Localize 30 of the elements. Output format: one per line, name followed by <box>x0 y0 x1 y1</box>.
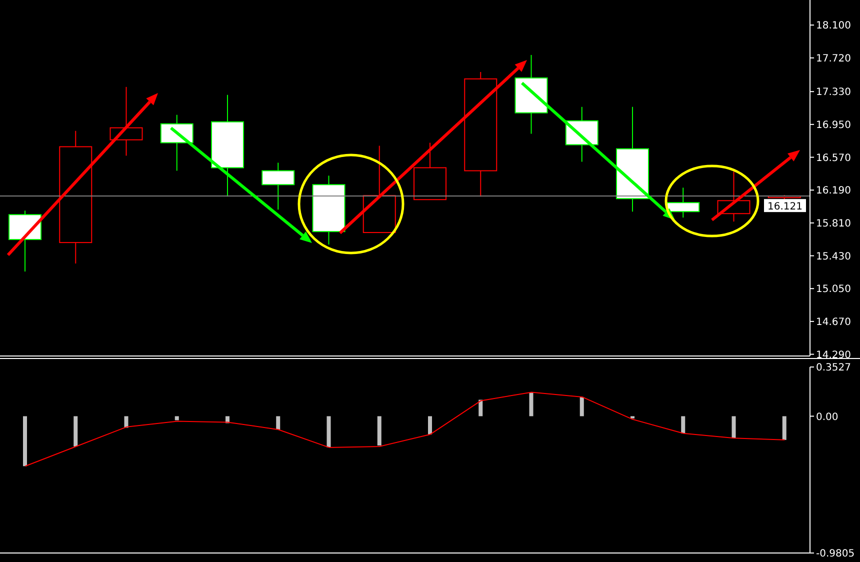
bar <box>326 416 331 448</box>
bar <box>428 416 432 434</box>
y-tick-label: 15.050 <box>816 284 851 296</box>
y-tick-label: 18.100 <box>816 20 851 32</box>
bar <box>74 416 78 446</box>
bar <box>174 416 179 420</box>
y-tick-label: 14.290 <box>816 350 851 361</box>
line-series <box>24 392 786 467</box>
y-tick-label: 17.330 <box>816 87 851 98</box>
y-tick-label: 17.720 <box>816 53 851 64</box>
bar <box>478 400 483 416</box>
bar <box>23 416 27 466</box>
bar <box>732 416 736 438</box>
y-tick-label: 15.810 <box>816 218 851 230</box>
bar <box>276 416 280 430</box>
y-tick-label: -0.9805 <box>816 548 855 560</box>
y-tick-label: 0.3527 <box>816 362 851 374</box>
bar <box>124 416 128 428</box>
bar <box>529 392 534 416</box>
ref-line-label: 16.121 <box>768 202 802 213</box>
bar <box>580 396 584 416</box>
y-tick-label: 16.190 <box>816 186 851 197</box>
y-tick-label: 15.430 <box>816 251 851 262</box>
bar <box>681 416 686 434</box>
bar <box>782 416 786 440</box>
y-tick-label: 16.950 <box>816 120 851 131</box>
y-tick-label: 14.670 <box>816 316 851 328</box>
bar <box>377 416 382 446</box>
y-tick-label: 16.570 <box>816 152 851 164</box>
y-tick-label: 0.00 <box>816 412 838 423</box>
